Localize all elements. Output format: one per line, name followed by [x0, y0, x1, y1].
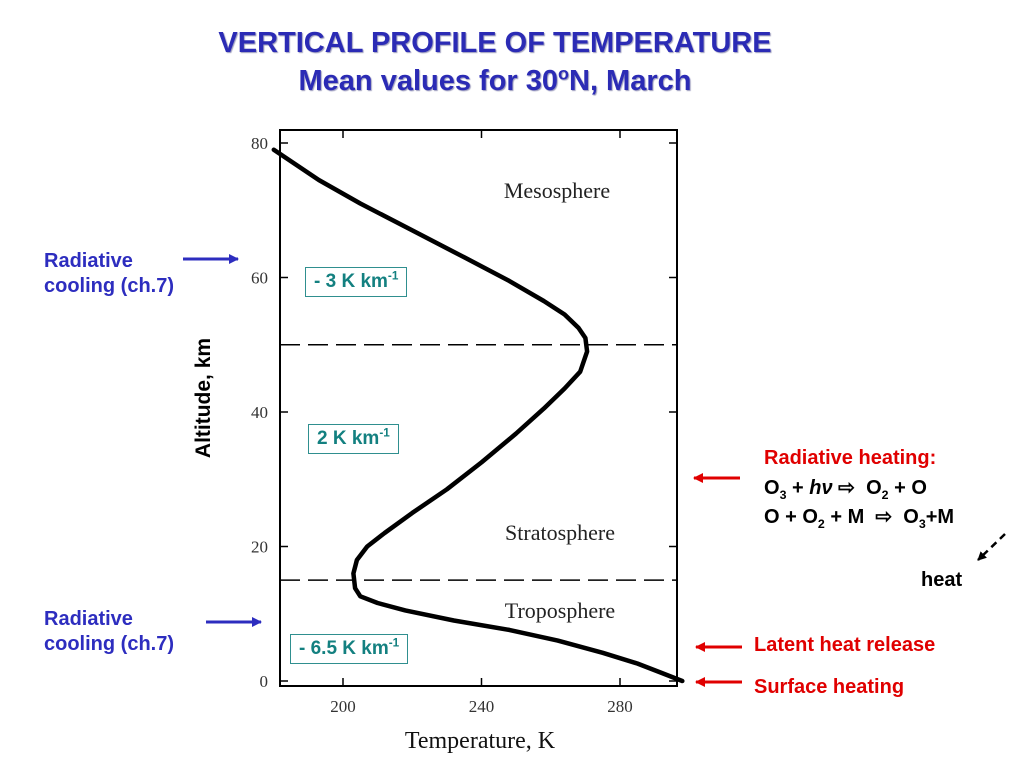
r1-o3-sub: 3: [779, 488, 787, 502]
r2-o-o2: O + O: [764, 506, 818, 528]
y-axis-label: Altitude, km: [192, 338, 215, 458]
plot-frame: [279, 129, 678, 687]
r2-arrow-icon: ⇨: [875, 506, 893, 528]
lapse-meso-sup: -1: [387, 269, 399, 283]
r1-photon: hν: [809, 477, 833, 499]
lapse-rate-mesosphere-box: - 3 K km-1: [305, 267, 408, 297]
x-tick-label: 240: [469, 697, 495, 716]
y-tick-label: 0: [260, 672, 269, 691]
r1-plus: +: [786, 477, 810, 499]
y-tick-label: 20: [251, 538, 268, 557]
page-title: VERTICAL PROFILE OF TEMPERATURE: [218, 27, 772, 59]
lapse-tropo-sup: -1: [388, 636, 400, 650]
x-axis-label: Temperature, K: [405, 728, 556, 754]
r1-o2-sub: 2: [881, 488, 889, 502]
cooling-upper-line1: Radiative: [44, 250, 133, 272]
page-subtitle: Mean values for 30oN, March: [0, 63, 990, 98]
cooling-lower-line1: Radiative: [44, 608, 133, 630]
region-label-stratosphere: Stratosphere: [505, 520, 615, 545]
region-label-troposphere: Troposphere: [505, 598, 615, 623]
cooling-upper-label: Radiative cooling (ch.7): [44, 249, 174, 299]
y-tick-label: 80: [251, 134, 268, 153]
temperature-profile-line: [271, 147, 685, 684]
cooling-lower-line2: cooling (ch.7): [44, 633, 174, 655]
subtitle-suffix: N, March: [569, 65, 692, 97]
x-tick-label: 280: [607, 697, 633, 716]
lapse-meso-text: - 3 K km: [314, 271, 388, 292]
lapse-rate-stratosphere-box: 2 K km-1: [308, 424, 399, 454]
reaction-2: O + O2 + M ⇨ O3+M: [764, 505, 954, 530]
surface-heating-label: Surface heating: [754, 676, 905, 698]
r2-plus-m: + M: [824, 506, 870, 528]
y-tick-label: 40: [251, 403, 268, 422]
lapse-strato-text: 2 K km: [317, 428, 380, 449]
x-tick-label: 200: [330, 697, 356, 716]
reaction-1: O3 + hν ⇨ O2 + O: [764, 476, 927, 501]
lapse-strato-sup: -1: [379, 426, 390, 440]
r2-o3-sub: 3: [918, 517, 926, 531]
radiative-heating-heading: Radiative heating:: [764, 447, 937, 469]
r2-o3: O: [903, 506, 919, 528]
heat-arrow: [977, 533, 1006, 561]
cooling-lower-label: Radiative cooling (ch.7): [44, 607, 174, 657]
y-tick-label: 60: [251, 269, 268, 288]
latent-heat-label: Latent heat release: [754, 634, 936, 656]
r1-plus-o: + O: [888, 477, 927, 499]
region-label-mesosphere: Mesosphere: [504, 178, 610, 203]
lapse-rate-troposphere-box: - 6.5 K km-1: [290, 634, 409, 664]
axes-group: 0 20 40 60 80 200 240 280: [251, 129, 678, 716]
cooling-upper-line2: cooling (ch.7): [44, 275, 174, 297]
heat-label: heat: [921, 569, 963, 591]
r1-o2: O: [866, 477, 882, 499]
lapse-tropo-text: - 6.5 K km: [299, 638, 389, 659]
subtitle-prefix: Mean values for 30: [298, 65, 559, 97]
r2-plus-m2: +M: [925, 506, 955, 528]
r2-o2-sub: 2: [817, 517, 825, 531]
degree-sup: o: [558, 63, 569, 84]
boundary-group: [280, 343, 677, 581]
r1-o3: O: [764, 477, 780, 499]
r1-arrow-icon: ⇨: [838, 477, 855, 499]
